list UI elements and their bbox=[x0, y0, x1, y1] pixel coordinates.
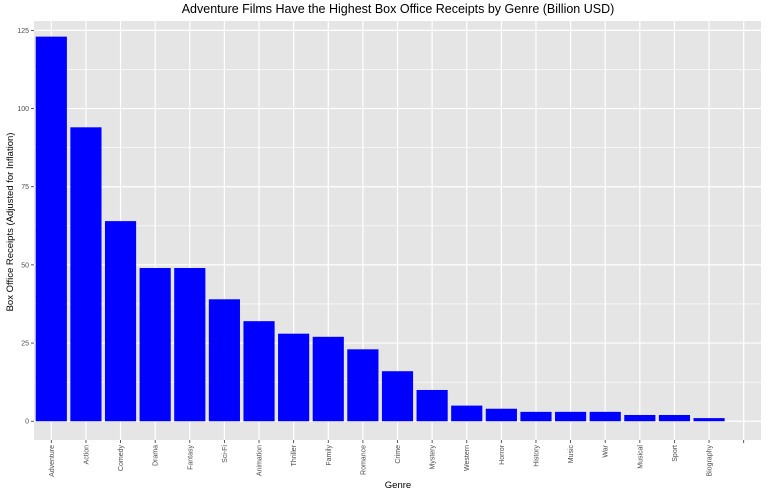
bar bbox=[70, 127, 102, 422]
bars bbox=[35, 36, 725, 422]
x-tick-label: Drama bbox=[153, 445, 160, 466]
x-tick-label: Sport bbox=[672, 445, 679, 462]
x-tick-label: Romance bbox=[360, 445, 367, 475]
bar bbox=[139, 268, 171, 422]
bar bbox=[520, 411, 552, 422]
x-tick-label: Biography bbox=[707, 445, 714, 477]
x-tick-label: Thriller bbox=[291, 444, 298, 466]
bar bbox=[555, 411, 587, 422]
x-tick-label: Adventure bbox=[49, 445, 56, 477]
bar bbox=[208, 299, 240, 422]
bar bbox=[589, 411, 621, 422]
bar bbox=[312, 336, 344, 422]
bar bbox=[451, 405, 483, 422]
x-tick-label: Western bbox=[464, 445, 471, 471]
bar bbox=[416, 389, 448, 422]
bar bbox=[658, 414, 691, 422]
bar bbox=[174, 268, 206, 422]
x-tick-label: War bbox=[603, 444, 610, 457]
x-tick-label: Sci-Fi bbox=[222, 445, 229, 463]
chart-title: Adventure Films Have the Highest Box Off… bbox=[182, 2, 615, 16]
bar bbox=[381, 371, 414, 422]
x-tick-label: Horror bbox=[499, 444, 506, 465]
x-tick-label: Musical bbox=[637, 445, 644, 469]
x-tick-label: History bbox=[533, 445, 540, 467]
y-axis: 0 25 50 75 100 125 bbox=[17, 28, 34, 426]
bar bbox=[485, 408, 517, 422]
y-tick-label: 125 bbox=[17, 28, 29, 35]
bar bbox=[347, 349, 379, 422]
bar bbox=[243, 321, 275, 422]
x-tick-label: Mystery bbox=[430, 445, 437, 470]
y-tick-label: 50 bbox=[21, 262, 29, 269]
bar bbox=[104, 221, 137, 422]
bar bbox=[278, 333, 310, 422]
bar bbox=[35, 36, 67, 422]
x-tick-label: Music bbox=[568, 445, 575, 464]
y-tick-label: 75 bbox=[21, 184, 29, 191]
x-tick-label: Family bbox=[326, 445, 333, 466]
bar bbox=[624, 414, 656, 422]
x-tick-label: Crime bbox=[395, 445, 402, 464]
x-tick-label: Action bbox=[83, 445, 90, 465]
x-axis: Adventure Action Comedy Drama Fantasy Sci-Fi A… bbox=[49, 440, 745, 477]
y-tick-label: 100 bbox=[17, 106, 29, 113]
x-tick-label: Fantasy bbox=[187, 445, 194, 470]
x-axis-title: Genre bbox=[385, 480, 411, 491]
bar bbox=[693, 418, 725, 422]
y-tick-label: 25 bbox=[21, 341, 29, 348]
x-tick-label: Comedy bbox=[118, 445, 125, 472]
y-tick-label: 0 bbox=[25, 419, 29, 426]
y-axis-title: Box Office Receipts (Adjusted for Inflat… bbox=[5, 133, 16, 312]
x-tick-label: Animation bbox=[257, 445, 264, 476]
